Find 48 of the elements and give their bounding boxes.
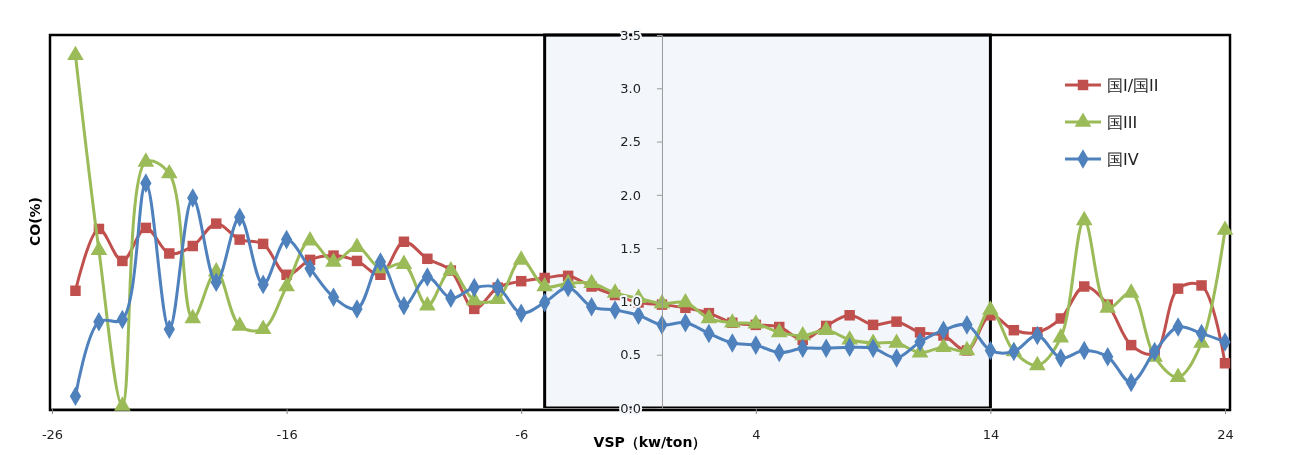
- y-tick-label: 3.0: [620, 80, 641, 96]
- point: [1008, 324, 1020, 336]
- point: [187, 240, 198, 252]
- x-tick-label: -26: [41, 427, 64, 443]
- legend-label: 国III: [1107, 113, 1138, 132]
- point: [515, 275, 527, 287]
- point: [1216, 220, 1234, 235]
- point: [67, 45, 84, 61]
- x-tick-label: 14: [982, 427, 1000, 443]
- x-tick-label: -16: [276, 427, 298, 443]
- point: [351, 255, 363, 267]
- y-tick-label: 0.5: [620, 347, 641, 363]
- point: [1196, 280, 1207, 291]
- point: [844, 310, 855, 321]
- x-axis-title: VSP（kw/ton）: [593, 434, 707, 450]
- point: [867, 319, 879, 331]
- x-tick-label: -6: [515, 427, 529, 443]
- point: [257, 238, 269, 250]
- x-tick-label: 24: [1217, 427, 1234, 443]
- point: [1079, 281, 1090, 292]
- point: [1219, 358, 1231, 369]
- x-tick-label: 4: [752, 427, 761, 443]
- legend-label: 国I/国II: [1107, 76, 1159, 95]
- y-tick-label: 1.5: [620, 240, 641, 256]
- point: [140, 222, 152, 234]
- point: [210, 218, 222, 229]
- point: [137, 152, 155, 167]
- legend-label: 国IV: [1107, 150, 1139, 169]
- y-tick-label: 1.0: [620, 294, 641, 310]
- y-tick-label: 2.0: [620, 187, 641, 203]
- point: [512, 250, 530, 265]
- point: [1172, 283, 1184, 294]
- point: [301, 231, 319, 246]
- point: [1075, 210, 1093, 226]
- y-axis-title: CO(%): [27, 197, 43, 246]
- y-tick-label: 0.0: [620, 400, 641, 416]
- point: [90, 240, 108, 256]
- point: [891, 316, 902, 327]
- point: [164, 248, 175, 259]
- point: [160, 163, 178, 179]
- point: [398, 236, 410, 247]
- point: [70, 285, 81, 297]
- y-tick-label: 3.5: [620, 27, 641, 43]
- point: [234, 234, 245, 245]
- point: [117, 255, 128, 267]
- y-tick-label: 2.5: [620, 134, 641, 150]
- point: [1125, 339, 1137, 351]
- point: [422, 253, 433, 265]
